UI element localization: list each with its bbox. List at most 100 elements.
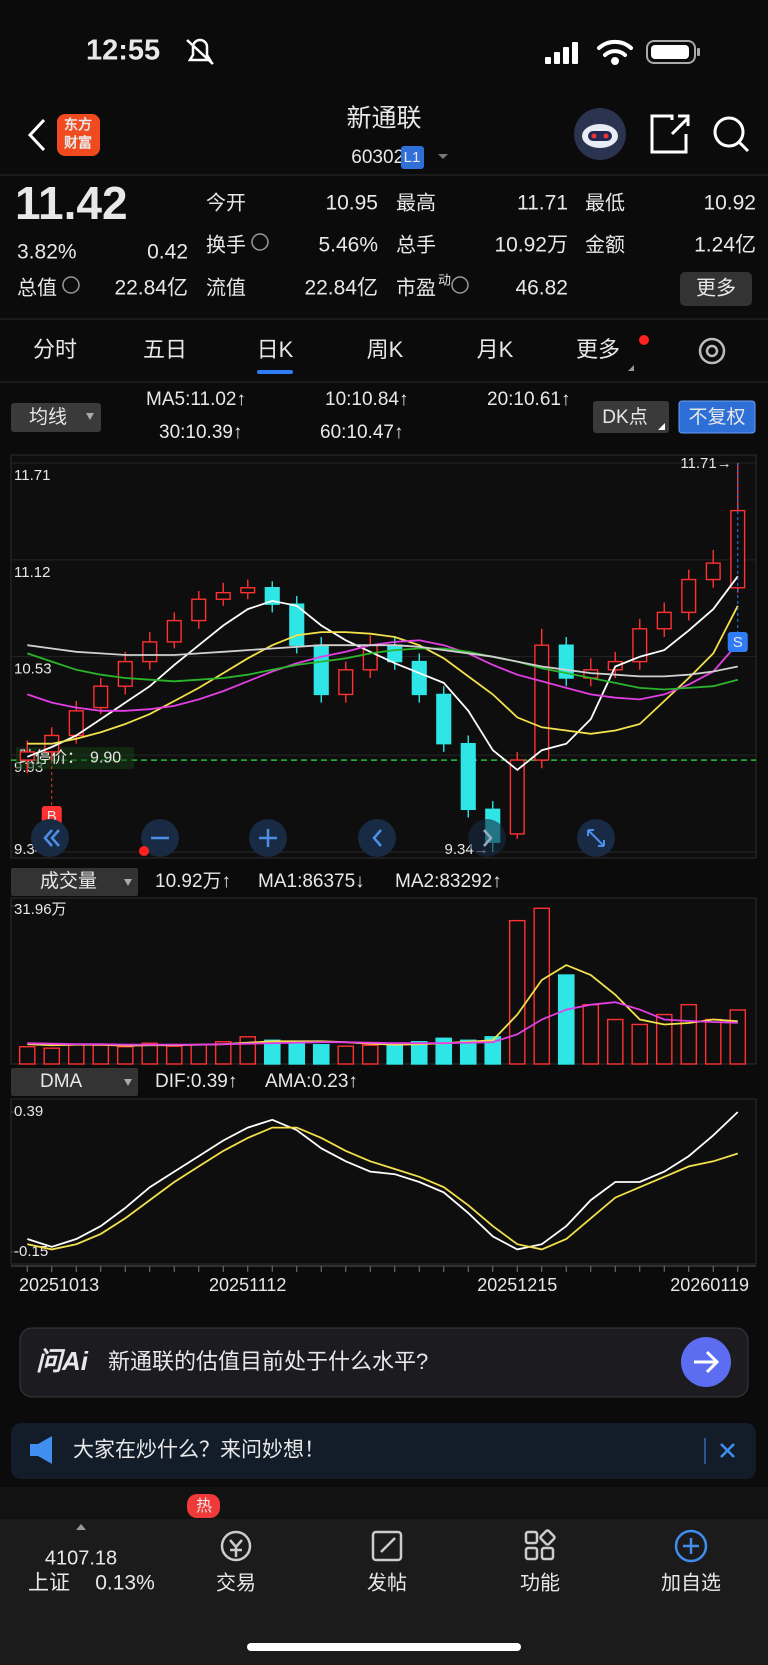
volume-bar [680,1003,698,1065]
period-tab[interactable]: 五日 [143,337,187,362]
period-tab[interactable]: 分时 [33,337,77,362]
volume-bar [190,1044,208,1065]
candle-body [166,619,182,643]
x-tick-label: 20260119 [670,1275,749,1295]
period-tabs: 分时 五日 日K 周K 月K 更多 [33,337,634,374]
hot-badge [187,1494,220,1518]
candle-body [632,628,648,663]
field-value: 11.71 [517,192,568,215]
volume-bar [141,1042,159,1065]
charts: 11.7111.1210.539.939.34跌停价：9.90MA5:11.02… [11,389,756,1295]
period-tab[interactable]: 周K [367,337,404,362]
candle-body [705,562,721,581]
dk-button[interactable] [593,401,669,433]
mute-icon [186,38,214,65]
x-tick-label: 20251013 [19,1275,99,1295]
indicator-selector-label[interactable]: 成交量 [40,870,97,892]
limit-down-value: 9.90 [90,749,121,766]
series-line [27,639,739,712]
bottom-nav [0,1519,768,1665]
volume-bar [631,1023,649,1065]
period-tab[interactable]: 月K [477,337,514,362]
back-button[interactable] [27,118,46,152]
index-change[interactable]: 0.13% [95,1572,155,1595]
series-line [27,647,739,691]
nav-item[interactable]: 功能 [520,1571,560,1594]
legend-entry: 60:10.47↑ [320,422,403,443]
x-tick-label: 20251112 [209,1275,286,1295]
dk-button-label[interactable]: DK点 [602,406,647,428]
scroll-right-button[interactable] [468,819,506,857]
field-value: 10.92 [703,192,756,215]
nav-item[interactable]: 交易 [216,1571,256,1594]
info-icon [251,233,269,251]
legend-entry: 30:10.39↑ [159,422,242,443]
candle-body [313,644,329,696]
info-icon-ring [62,276,80,294]
more-button-label[interactable]: 更多 [696,276,736,299]
sell-marker [727,632,748,652]
field-label: 金额 [585,233,625,256]
volume-bar [606,1018,624,1065]
wifi-icon [597,39,633,65]
period-tab[interactable]: 日K [257,337,294,362]
scroll-left-button[interactable] [358,819,396,857]
field-label: 市盈 [396,276,436,299]
indicator-selector[interactable] [11,1068,138,1096]
search-button[interactable] [713,116,750,153]
candle-body [656,611,672,630]
volume-bar [582,1003,600,1065]
banner-text[interactable]: 大家在炒什么？来问妙想！ [73,1439,325,1462]
volume-bar [508,919,526,1065]
function-icon [524,1529,556,1561]
y-tick-label: 10.53 [14,661,52,678]
settings-button[interactable] [698,337,726,365]
change-amount: 0.42 [147,241,188,264]
stock-code: 603022 [351,147,414,168]
banner[interactable] [11,1423,756,1479]
nav-item[interactable]: 加自选 [661,1571,721,1594]
zoom-in-button[interactable] [249,819,287,857]
field-label: 总手 [396,233,436,256]
fullscreen-button[interactable] [577,819,615,857]
candle-body [509,759,525,835]
period-tab[interactable]: 更多 [576,337,620,362]
ma-selector[interactable] [11,403,101,432]
volume-bar [214,1041,232,1065]
candle-body [387,644,403,663]
indicator-selector[interactable] [11,868,138,896]
ma-selector-label[interactable]: 均线 [29,406,67,428]
share-button[interactable] [650,114,690,154]
ai-send-button[interactable] [681,1337,731,1387]
legend-entry: MA2:83292↑ [395,871,502,892]
legend-entry: DIF:0.39↑ [155,1071,237,1092]
x-tick-label: 20251215 [477,1275,557,1295]
hot-badge-text: 热 [196,1497,212,1515]
index-value[interactable]: 4107.18 [45,1547,117,1569]
info-icon [451,276,469,294]
index-name[interactable]: 上证 [28,1572,70,1595]
volume-bar [67,1043,85,1065]
scroll-left-fast-button[interactable] [31,819,69,857]
buy-marker-text: B [47,808,57,825]
series-line [27,1111,739,1251]
adjust-button-label[interactable]: 不复权 [688,406,745,428]
more-button[interactable] [680,272,752,306]
corner-arrow [658,423,665,430]
candle-body [681,578,697,614]
close-banner-button[interactable] [720,1443,735,1458]
indicator-selector-label[interactable]: DMA [40,1071,83,1092]
field-value: 22.84亿 [114,277,188,300]
post-icon [371,1530,403,1562]
quote-fields: 今开 10.95 最高 11.71 最低 10.92 换手 5.46% 总手 10.92万 金额 1.… [17,191,756,299]
adjust-button[interactable] [678,400,756,434]
zoom-out-button[interactable] [141,819,179,857]
signal-icon [545,42,578,64]
volume-bar [312,1044,330,1065]
ai-box[interactable] [19,1327,749,1398]
series-line [26,575,739,772]
assistant-avatar[interactable] [574,108,626,160]
nav-item[interactable]: 发帖 [367,1571,407,1594]
ai-prompt[interactable]: 新通联的估值目前处于什么水平? [108,1349,428,1374]
